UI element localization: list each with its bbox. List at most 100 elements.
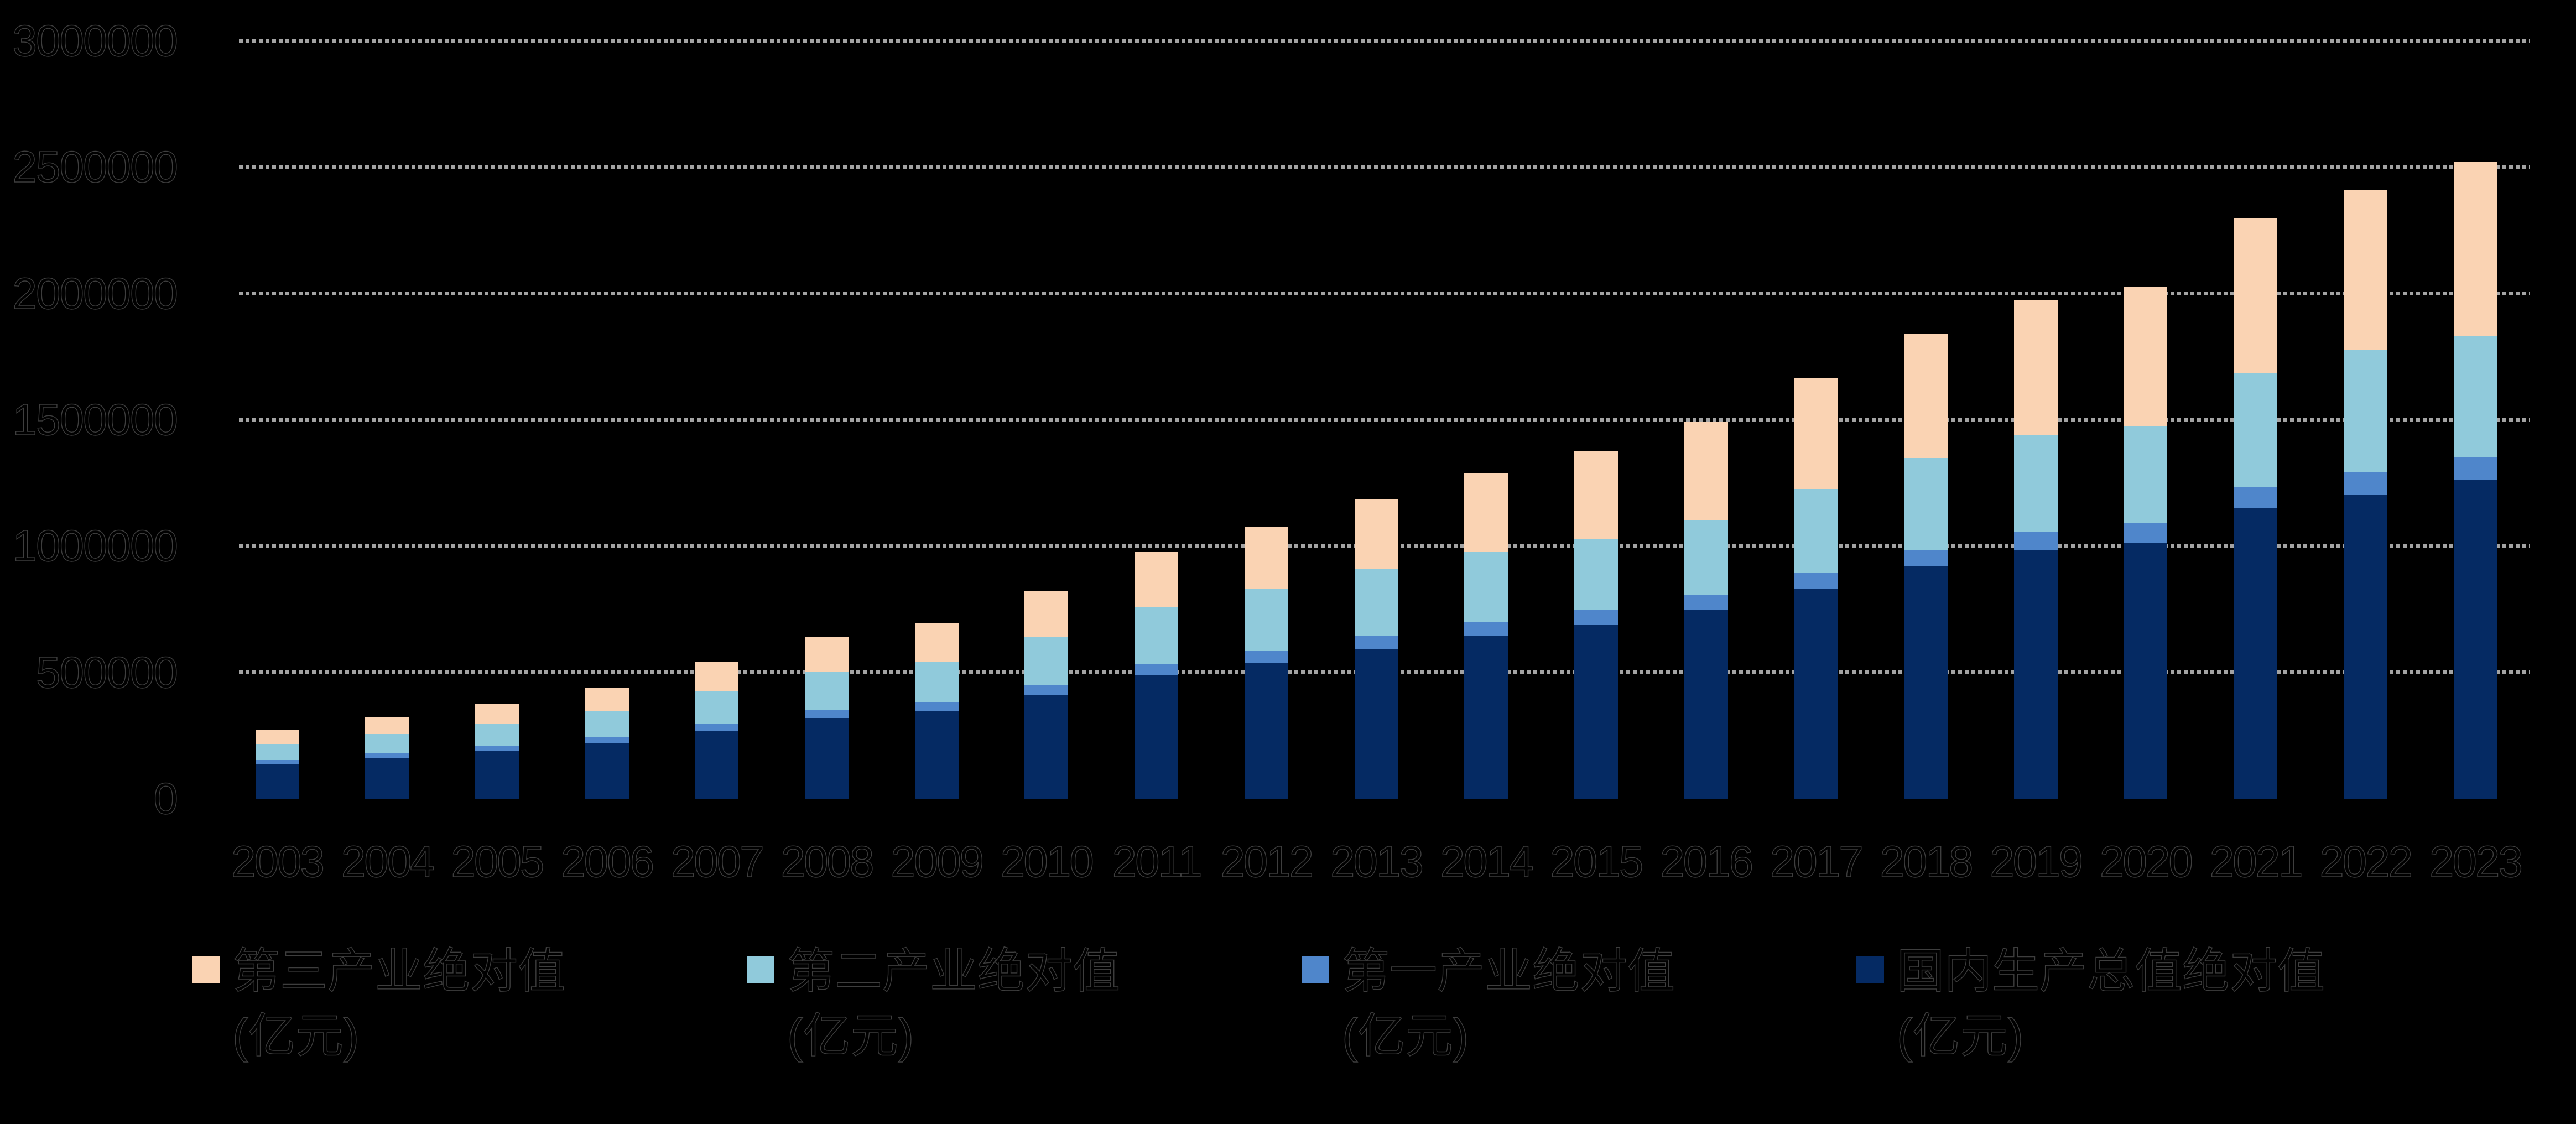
bar-segment-2006-国内生产总值绝对值(亿元) bbox=[585, 743, 629, 799]
bar-segment-2009-第三产业绝对值(亿元) bbox=[914, 622, 959, 662]
bar-2016 bbox=[1684, 0, 1728, 799]
bar-segment-2010-第一产业绝对值(亿元) bbox=[1024, 685, 1069, 695]
bar-segment-2016-第三产业绝对值(亿元) bbox=[1684, 422, 1728, 521]
bar-segment-2021-第三产业绝对值(亿元) bbox=[2234, 218, 2278, 374]
bar-segment-2008-第三产业绝对值(亿元) bbox=[805, 637, 849, 672]
bar-2011 bbox=[1135, 0, 1179, 799]
gridline-3000000 bbox=[239, 39, 2530, 43]
x-axis-tick-label-2004: 2004 bbox=[341, 837, 435, 886]
bar-segment-2013-第三产业绝对值(亿元) bbox=[1354, 499, 1398, 570]
bar-2021 bbox=[2234, 0, 2278, 799]
x-axis-tick-label-2008: 2008 bbox=[780, 837, 875, 886]
bar-segment-2011-第一产业绝对值(亿元) bbox=[1135, 664, 1179, 676]
bar-segment-2023-国内生产总值绝对值(亿元) bbox=[2453, 480, 2497, 799]
bar-2012 bbox=[1244, 0, 1288, 799]
bar-2005 bbox=[475, 0, 519, 799]
bar-segment-2011-国内生产总值绝对值(亿元) bbox=[1135, 675, 1179, 799]
bar-segment-2003-第二产业绝对值(亿元) bbox=[255, 744, 299, 760]
bar-segment-2009-国内生产总值绝对值(亿元) bbox=[914, 710, 959, 799]
bar-2015 bbox=[1574, 0, 1618, 799]
bar-segment-2017-第二产业绝对值(亿元) bbox=[1794, 489, 1838, 573]
bar-segment-2012-第二产业绝对值(亿元) bbox=[1244, 588, 1288, 651]
bar-2008 bbox=[805, 0, 849, 799]
bar-segment-2014-第三产业绝对值(亿元) bbox=[1464, 473, 1508, 552]
bar-segment-2018-第三产业绝对值(亿元) bbox=[1904, 334, 1948, 459]
bar-segment-2019-国内生产总值绝对值(亿元) bbox=[2013, 549, 2058, 799]
gridline-2000000 bbox=[239, 292, 2530, 296]
bar-segment-2023-第一产业绝对值(亿元) bbox=[2453, 457, 2497, 481]
legend-swatch-secondary bbox=[747, 956, 774, 984]
x-axis-tick-label-2015: 2015 bbox=[1550, 837, 1644, 886]
bar-2019 bbox=[2013, 0, 2058, 799]
bar-segment-2007-国内生产总值绝对值(亿元) bbox=[695, 730, 739, 799]
x-axis-tick-label-2007: 2007 bbox=[670, 837, 764, 886]
bar-2020 bbox=[2124, 0, 2168, 799]
legend-swatch-gdp bbox=[1856, 956, 1884, 984]
gridline-2500000 bbox=[239, 165, 2530, 169]
bar-segment-2018-国内生产总值绝对值(亿元) bbox=[1904, 566, 1948, 799]
bar-segment-2005-第一产业绝对值(亿元) bbox=[475, 746, 519, 752]
bar-2006 bbox=[585, 0, 629, 799]
bar-2004 bbox=[365, 0, 409, 799]
bar-segment-2013-第二产业绝对值(亿元) bbox=[1354, 569, 1398, 636]
bar-segment-2011-第二产业绝对值(亿元) bbox=[1135, 607, 1179, 664]
legend-label-tertiary: 第三产业绝对值 (亿元) bbox=[232, 944, 565, 1063]
bar-segment-2017-国内生产总值绝对值(亿元) bbox=[1794, 589, 1838, 799]
bar-segment-2019-第二产业绝对值(亿元) bbox=[2013, 435, 2058, 532]
y-axis-tick-label-2000000: 2000000 bbox=[12, 268, 179, 318]
bar-segment-2009-第一产业绝对值(亿元) bbox=[914, 702, 959, 711]
bar-segment-2005-第二产业绝对值(亿元) bbox=[475, 724, 519, 746]
x-axis-tick-label-2014: 2014 bbox=[1440, 837, 1534, 886]
bar-2017 bbox=[1794, 0, 1838, 799]
gridline-1500000 bbox=[239, 418, 2530, 422]
bar-segment-2016-第一产业绝对值(亿元) bbox=[1684, 595, 1728, 611]
bar-segment-2004-第三产业绝对值(亿元) bbox=[365, 717, 409, 734]
bar-2018 bbox=[1904, 0, 1948, 799]
y-axis-tick-label-500000: 500000 bbox=[35, 647, 178, 697]
bar-segment-2012-第三产业绝对值(亿元) bbox=[1244, 527, 1288, 589]
x-axis-tick-label-2013: 2013 bbox=[1330, 837, 1424, 886]
bar-segment-2014-第一产业绝对值(亿元) bbox=[1464, 622, 1508, 637]
bar-segment-2003-第一产业绝对值(亿元) bbox=[255, 759, 299, 764]
bar-segment-2009-第二产业绝对值(亿元) bbox=[914, 662, 959, 702]
x-axis-tick-label-2016: 2016 bbox=[1659, 837, 1753, 886]
bar-segment-2003-国内生产总值绝对值(亿元) bbox=[255, 764, 299, 799]
bar-segment-2023-第二产业绝对值(亿元) bbox=[2453, 335, 2497, 458]
legend-swatch-tertiary bbox=[192, 956, 220, 984]
y-axis-tick-label-1500000: 1500000 bbox=[12, 395, 179, 444]
bar-segment-2010-国内生产总值绝对值(亿元) bbox=[1024, 694, 1069, 799]
x-axis-tick-label-2011: 2011 bbox=[1112, 837, 1203, 886]
bar-segment-2004-国内生产总值绝对值(亿元) bbox=[365, 758, 409, 799]
bar-segment-2007-第二产业绝对值(亿元) bbox=[695, 691, 739, 724]
bar-segment-2012-国内生产总值绝对值(亿元) bbox=[1244, 663, 1288, 799]
x-axis-tick-label-2006: 2006 bbox=[560, 837, 654, 886]
bar-segment-2015-第二产业绝对值(亿元) bbox=[1574, 539, 1618, 611]
bar-segment-2008-国内生产总值绝对值(亿元) bbox=[805, 718, 849, 799]
legend-label-secondary: 第二产业绝对值 (亿元) bbox=[787, 944, 1120, 1063]
bar-segment-2017-第三产业绝对值(亿元) bbox=[1794, 378, 1838, 490]
bar-segment-2021-第二产业绝对值(亿元) bbox=[2234, 373, 2278, 488]
bar-segment-2011-第三产业绝对值(亿元) bbox=[1135, 552, 1179, 607]
bar-segment-2016-第二产业绝对值(亿元) bbox=[1684, 520, 1728, 595]
x-axis-tick-label-2022: 2022 bbox=[2319, 837, 2413, 886]
legend-label-primary: 第一产业绝对值 (亿元) bbox=[1341, 944, 1675, 1063]
bar-segment-2023-第三产业绝对值(亿元) bbox=[2453, 162, 2497, 336]
bar-segment-2013-第一产业绝对值(亿元) bbox=[1354, 636, 1398, 649]
bar-segment-2006-第一产业绝对值(亿元) bbox=[585, 737, 629, 743]
bar-segment-2010-第三产业绝对值(亿元) bbox=[1024, 590, 1069, 637]
bar-2009 bbox=[914, 0, 959, 799]
x-axis-tick-label-2019: 2019 bbox=[1990, 837, 2084, 886]
bar-segment-2020-国内生产总值绝对值(亿元) bbox=[2124, 543, 2168, 799]
legend-label-gdp: 国内生产总值绝对值 (亿元) bbox=[1896, 944, 2325, 1063]
bar-segment-2004-第二产业绝对值(亿元) bbox=[365, 733, 409, 753]
bar-segment-2007-第三产业绝对值(亿元) bbox=[695, 662, 739, 692]
x-axis-tick-label-2020: 2020 bbox=[2099, 837, 2193, 886]
bar-segment-2015-国内生产总值绝对值(亿元) bbox=[1574, 625, 1618, 799]
bar-2022 bbox=[2343, 0, 2387, 799]
bar-segment-2022-第二产业绝对值(亿元) bbox=[2343, 350, 2387, 472]
bar-2010 bbox=[1024, 0, 1069, 799]
bar-segment-2015-第一产业绝对值(亿元) bbox=[1574, 610, 1618, 625]
bar-segment-2005-第三产业绝对值(亿元) bbox=[475, 704, 519, 724]
bar-2013 bbox=[1354, 0, 1398, 799]
